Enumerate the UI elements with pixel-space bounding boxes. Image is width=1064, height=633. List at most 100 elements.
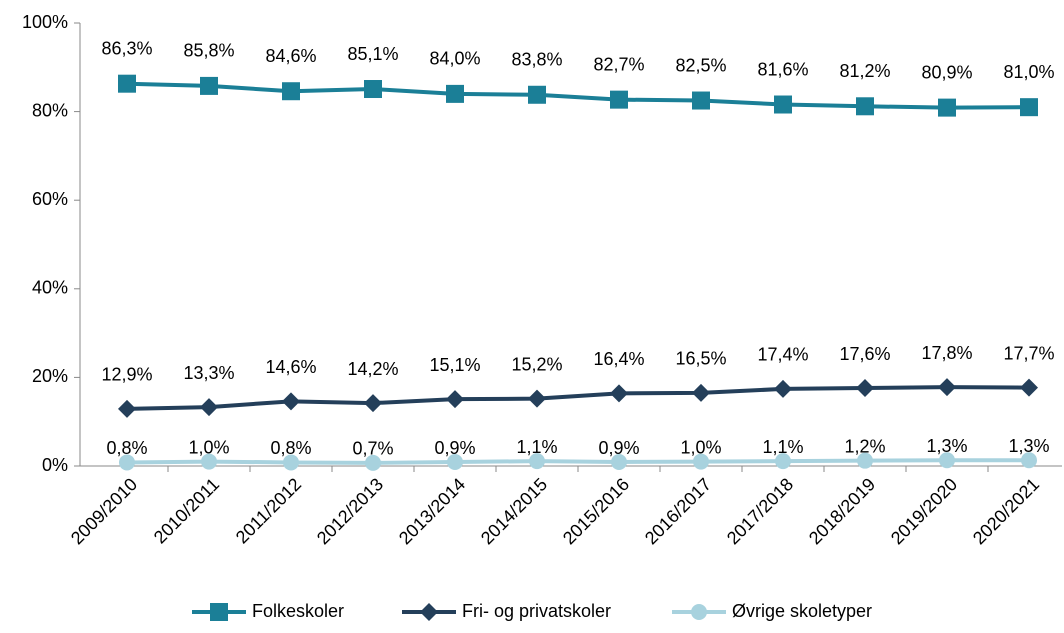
data-point — [364, 80, 382, 99]
data-label: 15,1% — [429, 355, 480, 375]
data-point — [364, 394, 382, 413]
data-point — [610, 90, 628, 109]
series-line — [126, 81, 1030, 110]
data-point — [201, 453, 217, 470]
legend-label: Fri- og privatskoler — [462, 601, 611, 621]
x-tick-label: 2014/2015 — [477, 474, 551, 548]
data-label: 80,9% — [921, 62, 972, 82]
data-point — [856, 97, 874, 116]
data-label: 14,2% — [347, 359, 398, 379]
data-point — [857, 452, 873, 469]
data-label: 0,7% — [352, 439, 393, 459]
data-label: 17,8% — [921, 343, 972, 363]
data-point — [611, 454, 627, 471]
data-point — [118, 74, 136, 93]
data-label: 16,4% — [593, 349, 644, 369]
data-label: 86,3% — [101, 38, 152, 58]
data-label: 84,0% — [429, 49, 480, 69]
data-label: 14,6% — [265, 357, 316, 377]
data-point — [692, 383, 710, 402]
data-point — [200, 76, 218, 95]
x-tick-label: 2010/2011 — [150, 474, 223, 547]
data-point — [774, 95, 792, 114]
data-label: 15,2% — [511, 354, 562, 374]
data-point — [775, 453, 791, 470]
data-point — [282, 82, 300, 101]
x-tick-label: 2013/2014 — [395, 474, 469, 548]
data-label: 1,1% — [762, 437, 803, 457]
data-point — [119, 454, 135, 471]
data-label: 13,3% — [183, 363, 234, 383]
legend-marker — [420, 603, 438, 621]
x-tick-label: 2016/2017 — [641, 474, 715, 548]
data-label: 17,4% — [757, 345, 808, 365]
x-tick-label: 2012/2013 — [313, 474, 387, 548]
data-label: 85,8% — [183, 41, 234, 61]
data-label: 16,5% — [675, 349, 726, 369]
data-point — [446, 390, 464, 409]
data-point — [856, 379, 874, 398]
data-point — [446, 84, 464, 103]
data-label: 84,6% — [265, 46, 316, 66]
data-label: 1,3% — [1008, 436, 1049, 456]
x-tick-label: 2017/2018 — [723, 474, 797, 548]
data-point — [365, 454, 381, 471]
x-tick-label: 2015/2016 — [559, 474, 633, 548]
data-point — [447, 454, 463, 471]
y-tick-label: 20% — [32, 366, 68, 386]
series-line — [126, 385, 1030, 411]
x-tick-label: 2020/2021 — [969, 474, 1043, 548]
data-label: 82,7% — [593, 54, 644, 74]
data-label: 82,5% — [675, 55, 726, 75]
data-label: 1,0% — [680, 437, 721, 457]
data-label: 0,8% — [106, 438, 147, 458]
y-tick-label: 60% — [32, 189, 68, 209]
data-label: 1,1% — [516, 437, 557, 457]
y-tick-label: 40% — [32, 278, 68, 298]
legend-label: Folkeskoler — [252, 601, 344, 621]
data-point — [118, 399, 136, 418]
data-label: 0,9% — [598, 438, 639, 458]
data-point — [528, 85, 546, 104]
series-line — [126, 458, 1029, 465]
data-label: 81,2% — [839, 61, 890, 81]
data-label: 81,6% — [757, 59, 808, 79]
data-point — [283, 454, 299, 471]
data-point — [938, 378, 956, 397]
data-point — [939, 452, 955, 469]
data-label: 1,0% — [188, 437, 229, 457]
x-tick-label: 2009/2010 — [67, 474, 141, 548]
data-label: 17,6% — [839, 344, 890, 364]
legend-marker — [691, 604, 707, 620]
data-label: 83,8% — [511, 50, 562, 70]
data-label: 1,3% — [926, 436, 967, 456]
data-point — [692, 91, 710, 110]
data-point — [528, 389, 546, 408]
data-point — [282, 392, 300, 411]
data-label: 0,9% — [434, 438, 475, 458]
data-point — [200, 398, 218, 417]
y-tick-label: 80% — [32, 100, 68, 120]
x-tick-label: 2018/2019 — [805, 474, 879, 548]
x-tick-label: 2019/2020 — [887, 474, 961, 548]
data-point — [938, 98, 956, 117]
data-point — [1020, 378, 1038, 397]
data-point — [610, 384, 628, 403]
data-label: 1,2% — [844, 436, 885, 456]
data-point — [1021, 452, 1037, 469]
data-label: 81,0% — [1003, 62, 1054, 82]
data-label: 85,1% — [347, 44, 398, 64]
data-label: 12,9% — [101, 365, 152, 385]
data-point — [693, 453, 709, 470]
y-tick-label: 100% — [22, 12, 68, 32]
data-point — [529, 453, 545, 470]
data-label: 0,8% — [270, 438, 311, 458]
x-tick-label: 2011/2012 — [232, 474, 305, 547]
data-point — [1020, 98, 1038, 117]
y-tick-label: 0% — [42, 455, 68, 475]
legend-marker — [210, 603, 228, 621]
legend-label: Øvrige skoletyper — [732, 601, 872, 621]
data-label: 17,7% — [1003, 343, 1054, 363]
data-point — [774, 379, 792, 398]
